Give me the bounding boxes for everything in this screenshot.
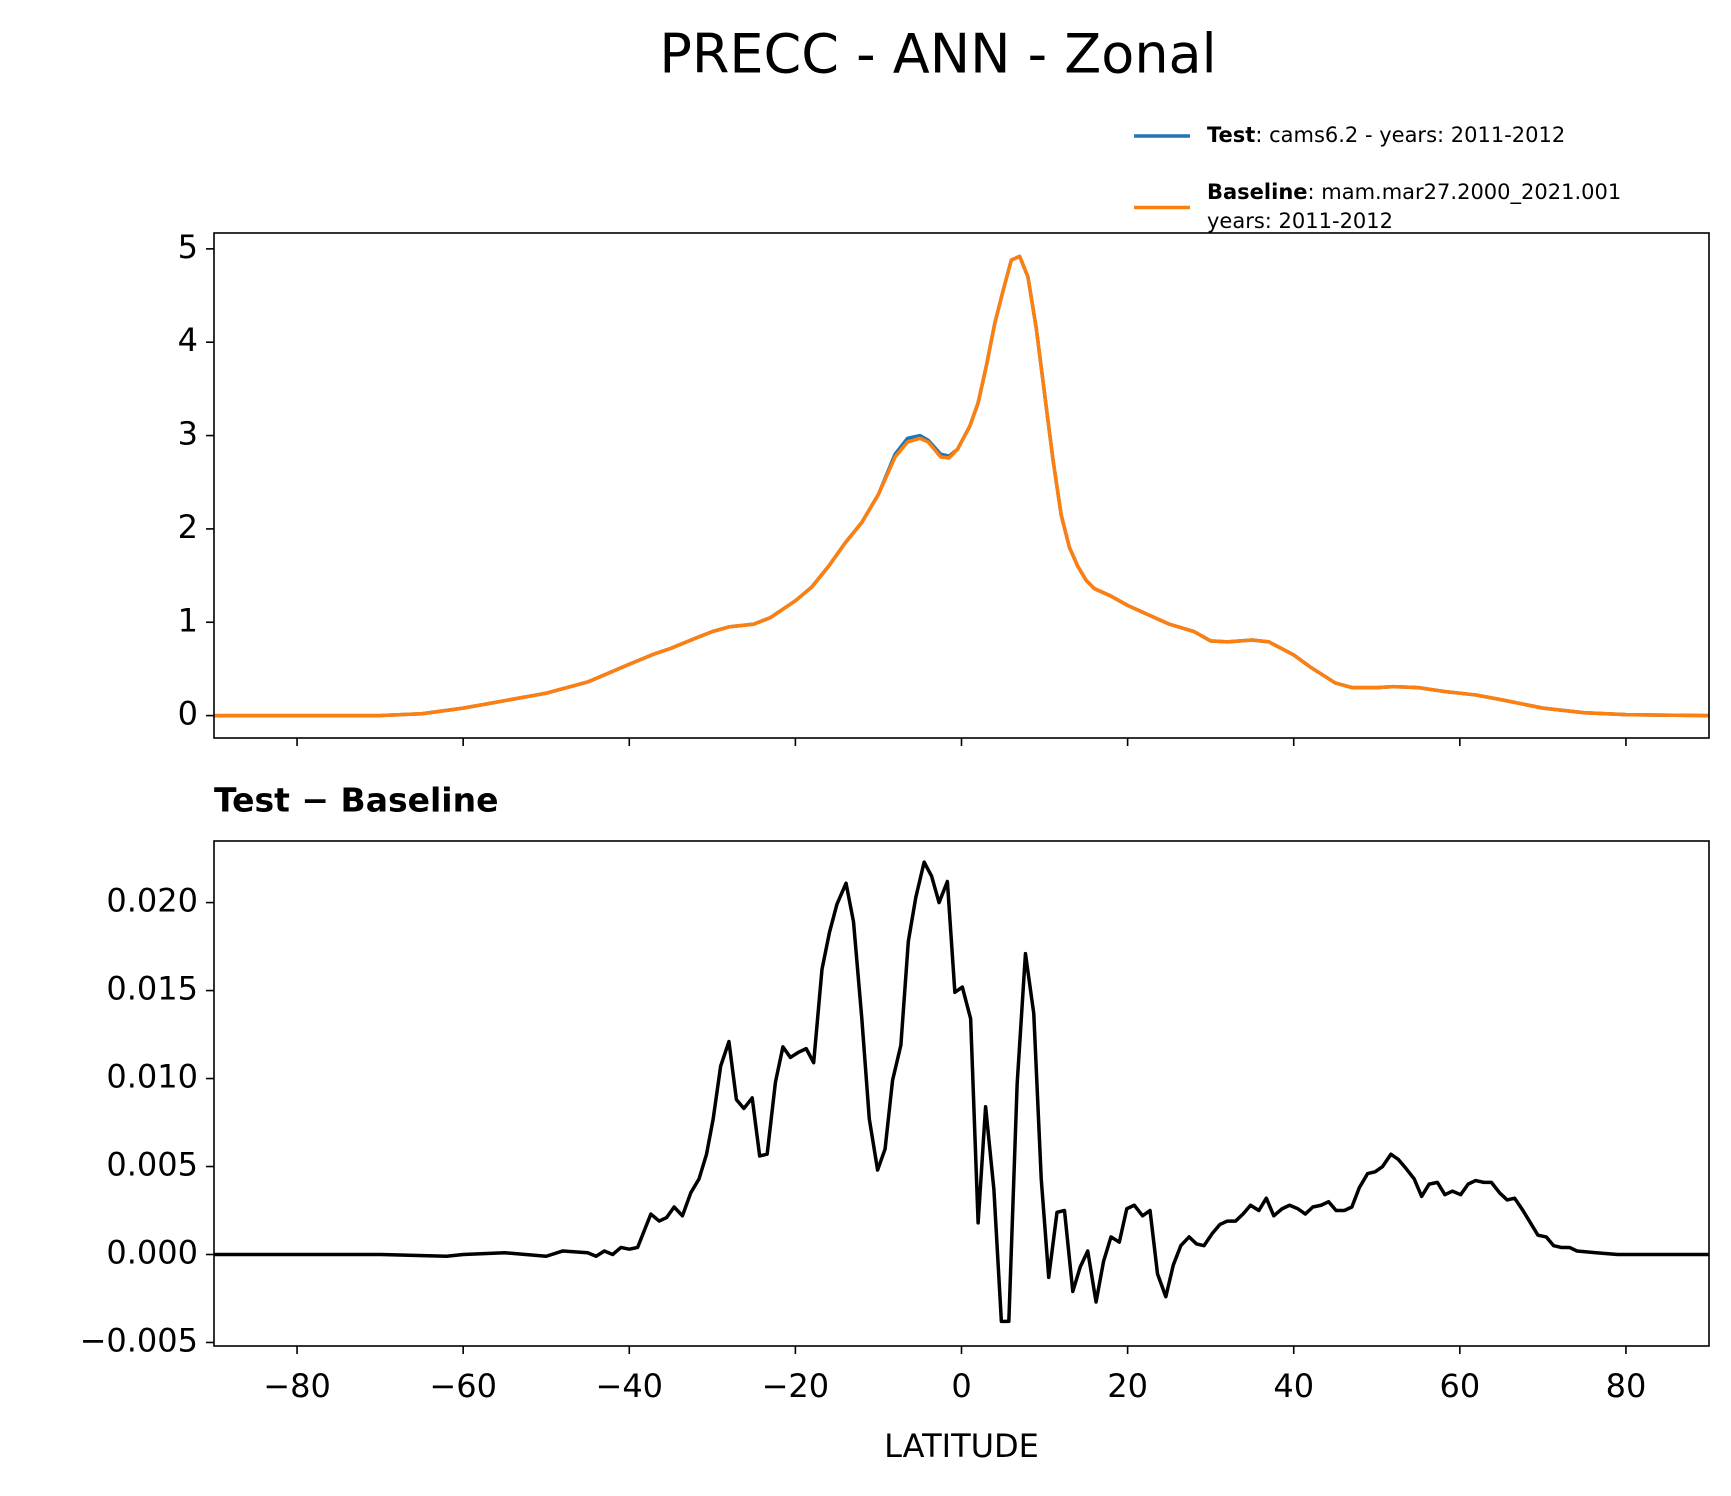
y-tick-label: 0.010: [106, 1058, 198, 1096]
subplot-title: Test − Baseline: [214, 781, 499, 820]
x-tick-label: −60: [429, 1367, 497, 1405]
legend-description: years: 2011-2012: [1207, 209, 1393, 233]
y-tick-label: 3: [178, 415, 198, 453]
data-line: [214, 860, 1709, 1324]
y-tick-label: 0.000: [106, 1234, 198, 1272]
legend-name: Baseline: [1207, 180, 1308, 204]
x-tick-label: 40: [1273, 1367, 1314, 1405]
axes-frame: [213, 232, 1710, 739]
y-tick-label: 5: [178, 228, 198, 266]
y-tick-label: 0.020: [106, 882, 198, 920]
chart-title: PRECC - ANN - Zonal: [659, 23, 1216, 86]
axes-frame: [213, 840, 1710, 1347]
legend-label: Baseline: mam.mar27.2000_2021.001: [1207, 180, 1621, 205]
y-tick-label: 0.005: [106, 1146, 198, 1184]
y-tick-label: 4: [178, 321, 198, 359]
legend-name: Test: [1207, 123, 1255, 147]
x-axis-label: LATITUDE: [884, 1427, 1039, 1465]
data-line: [214, 254, 1709, 718]
y-tick-label: 0.015: [106, 970, 198, 1008]
x-tick-label: 0: [951, 1367, 971, 1405]
legend-description: : cams6.2 - years: 2011-2012: [1255, 123, 1565, 147]
x-tick-label: −80: [263, 1367, 331, 1405]
legend-label: Test: cams6.2 - years: 2011-2012: [1207, 123, 1565, 147]
x-tick-label: 60: [1439, 1367, 1480, 1405]
legend-description: : mam.mar27.2000_2021.001: [1308, 180, 1622, 205]
y-tick-label: 2: [178, 508, 198, 546]
y-tick-label: 1: [178, 601, 198, 639]
x-tick-label: −20: [762, 1367, 830, 1405]
y-tick-label: 0: [178, 695, 198, 733]
x-tick-label: 20: [1107, 1367, 1148, 1405]
y-tick-label: −0.005: [80, 1321, 198, 1359]
x-tick-label: −40: [596, 1367, 664, 1405]
x-tick-label: 80: [1606, 1367, 1647, 1405]
